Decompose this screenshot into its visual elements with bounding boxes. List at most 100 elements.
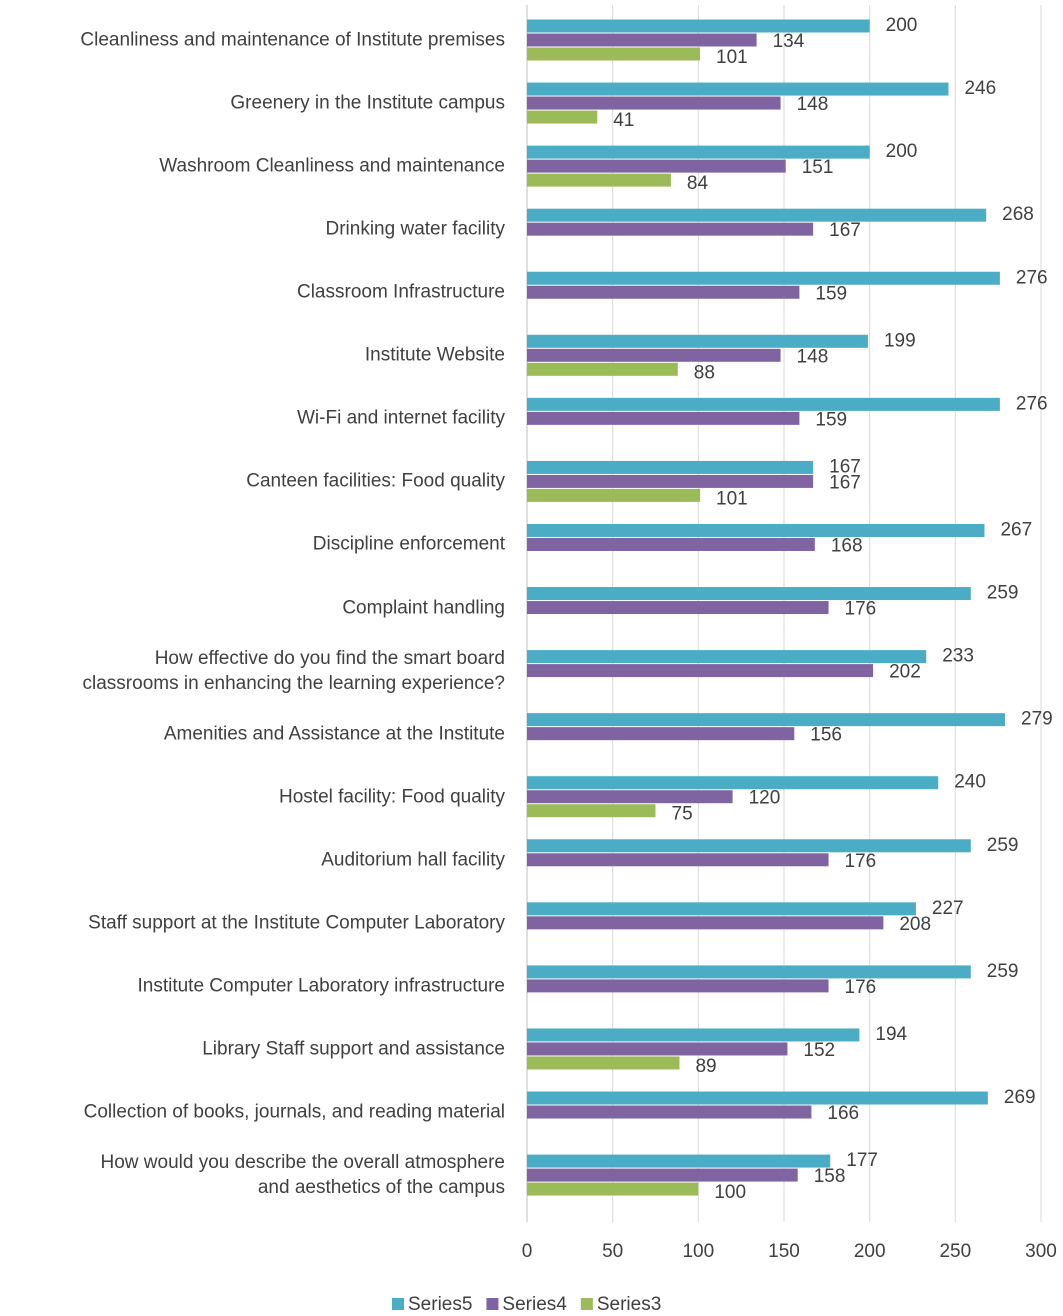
bar: [527, 1028, 860, 1042]
x-tick-label: 200: [854, 1241, 886, 1262]
category-label: Institute Computer Laboratory infrastruc…: [137, 975, 505, 997]
data-label: 199: [884, 330, 916, 351]
bar: [527, 1056, 680, 1070]
data-label: 276: [1016, 267, 1048, 288]
bar: [527, 460, 814, 474]
data-label: 259: [987, 961, 1019, 982]
bar: [527, 853, 829, 867]
category-label: Greenery in the Institute campus: [230, 92, 505, 114]
legend-label: Series4: [502, 1294, 567, 1315]
data-label: 158: [814, 1166, 846, 1187]
category-label: Staff support at the Institute Computer …: [88, 912, 505, 934]
bar: [527, 19, 870, 33]
data-label: 246: [964, 78, 996, 99]
data-label: 41: [613, 110, 634, 131]
data-label: 101: [716, 488, 748, 509]
data-label: 202: [889, 662, 921, 683]
bar: [527, 222, 814, 236]
bar: [527, 397, 1000, 411]
x-tick-label: 250: [939, 1241, 971, 1262]
data-label: 156: [810, 725, 842, 746]
data-label: 227: [932, 898, 964, 919]
data-label: 259: [987, 583, 1019, 604]
data-label: 259: [987, 835, 1019, 856]
data-label: 166: [827, 1103, 859, 1124]
category-label: Canteen facilities: Food quality: [246, 470, 505, 492]
bar: [527, 1091, 988, 1105]
data-label: 200: [886, 15, 918, 36]
data-label: 167: [829, 472, 861, 493]
legend-swatch: [392, 1298, 404, 1310]
data-label: 200: [886, 141, 918, 162]
bar: [527, 776, 939, 790]
data-label: 176: [845, 599, 877, 620]
category-label: Drinking water facility: [325, 218, 506, 240]
bar: [527, 348, 781, 362]
bar: [527, 334, 868, 348]
bar: [527, 1105, 812, 1119]
data-label: 148: [797, 94, 829, 115]
category-label: How effective do you find the smart boar…: [82, 647, 505, 694]
data-label: 159: [815, 409, 847, 430]
bar: [527, 965, 971, 979]
data-label: 177: [846, 1150, 878, 1171]
category-label: Classroom Infrastructure: [296, 281, 505, 303]
bar: [527, 804, 656, 818]
data-label: 176: [845, 977, 877, 998]
bar: [527, 713, 1006, 727]
bar: [527, 839, 971, 853]
data-label: 176: [845, 851, 877, 872]
bar: [527, 1168, 798, 1182]
bar: [527, 82, 949, 96]
legend-label: Series3: [597, 1294, 661, 1315]
category-label: Washroom Cleanliness and maintenance: [159, 155, 505, 177]
data-label: 159: [815, 283, 847, 304]
bar: [527, 664, 874, 678]
bar: [527, 587, 971, 601]
data-label: 268: [1002, 204, 1034, 225]
bar: [527, 1182, 699, 1196]
bar: [527, 411, 800, 425]
data-label: 269: [1004, 1087, 1036, 1108]
data-label: 279: [1021, 709, 1053, 730]
bar: [527, 474, 814, 488]
data-label: 167: [829, 456, 861, 477]
x-tick-label: 50: [602, 1241, 623, 1262]
bar: [527, 1154, 831, 1168]
bar: [527, 285, 800, 299]
bar: [527, 727, 795, 741]
data-label: 233: [942, 646, 974, 667]
data-label: 134: [773, 31, 805, 52]
data-label: 194: [875, 1024, 907, 1045]
data-label: 208: [899, 914, 931, 935]
bar: [527, 110, 598, 124]
bar: [527, 601, 829, 615]
bar: [527, 271, 1000, 285]
data-label: 267: [1000, 519, 1032, 540]
data-label: 89: [695, 1056, 716, 1077]
category-label: Institute Website: [364, 344, 505, 366]
data-label: 100: [714, 1182, 746, 1203]
x-tick-label: 150: [768, 1241, 800, 1262]
legend-label: Series5: [408, 1294, 472, 1315]
bar: [527, 916, 884, 930]
bar: [527, 523, 985, 537]
data-label: 120: [749, 788, 781, 809]
category-label: Collection of books, journals, and readi…: [83, 1101, 505, 1123]
data-label: 276: [1016, 393, 1048, 414]
category-label: Amenities and Assistance at the Institut…: [163, 723, 505, 745]
category-label: Discipline enforcement: [312, 533, 505, 555]
bar: [527, 790, 733, 804]
bar: [527, 537, 815, 551]
data-label: 84: [687, 173, 709, 194]
bar: [527, 173, 671, 187]
bar: [527, 1042, 788, 1056]
category-label: Cleanliness and maintenance of Institute…: [80, 29, 505, 51]
bar: [527, 159, 786, 173]
data-label: 152: [803, 1040, 835, 1061]
legend-swatch: [580, 1298, 593, 1310]
bar: [527, 650, 927, 664]
bar: [527, 96, 781, 110]
data-label: 88: [694, 362, 715, 383]
